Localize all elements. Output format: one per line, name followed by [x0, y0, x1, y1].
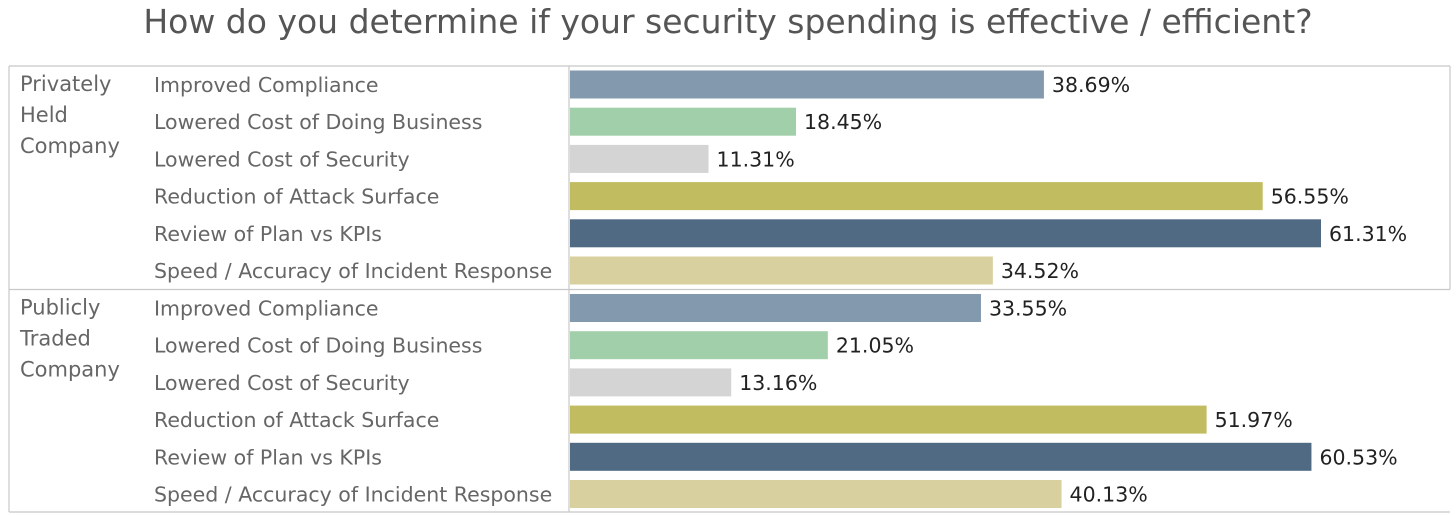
group-label: Company [20, 134, 120, 158]
bar-lowered-cost-of-doing-business [570, 107, 796, 136]
value-label: 34.52% [1001, 259, 1079, 283]
value-label: 61.31% [1329, 222, 1407, 246]
category-label-reduction-of-attack-surface: Reduction of Attack Surface [154, 408, 439, 432]
value-label: 51.97% [1215, 408, 1293, 432]
bar-speed-accuracy-of-incident-response [570, 480, 1062, 508]
value-label: 60.53% [1319, 445, 1397, 469]
group-label: Held [20, 103, 68, 127]
bar-review-of-plan-vs-kpis [570, 442, 1312, 471]
bar-reduction-of-attack-surface [570, 182, 1263, 211]
bar-lowered-cost-of-doing-business [570, 331, 828, 360]
value-label: 21.05% [836, 334, 914, 358]
value-label: 33.55% [989, 297, 1067, 321]
bar-reduction-of-attack-surface [570, 405, 1207, 434]
value-label: 38.69% [1052, 73, 1130, 97]
bar-lowered-cost-of-security [570, 368, 732, 397]
bar-speed-accuracy-of-incident-response [570, 256, 993, 285]
category-label-reduction-of-attack-surface: Reduction of Attack Surface [154, 185, 439, 209]
category-label-lowered-cost-of-security: Lowered Cost of Security [154, 147, 410, 171]
category-label-improved-compliance: Improved Compliance [154, 297, 379, 321]
bar-improved-compliance [570, 294, 981, 322]
group-label: Traded [19, 327, 91, 351]
category-label-lowered-cost-of-security: Lowered Cost of Security [154, 371, 410, 395]
category-label-lowered-cost-of-doing-business: Lowered Cost of Doing Business [154, 334, 482, 358]
category-label-speed-accuracy-of-incident-response: Speed / Accuracy of Incident Response [154, 483, 552, 507]
value-label: 40.13% [1070, 483, 1148, 507]
value-label: 18.45% [804, 110, 882, 134]
category-label-lowered-cost-of-doing-business: Lowered Cost of Doing Business [154, 110, 482, 134]
value-label: 11.31% [717, 147, 795, 171]
group-label: Publicly [20, 296, 100, 320]
bar-lowered-cost-of-security [570, 144, 709, 173]
chart-title: How do you determine if your security sp… [143, 2, 1313, 41]
value-label: 56.55% [1271, 185, 1349, 209]
bar-review-of-plan-vs-kpis [570, 219, 1321, 248]
bar-improved-compliance [570, 70, 1044, 99]
value-label: 13.16% [739, 371, 817, 395]
category-label-speed-accuracy-of-incident-response: Speed / Accuracy of Incident Response [154, 259, 552, 283]
category-label-review-of-plan-vs-kpis: Review of Plan vs KPIs [154, 222, 382, 246]
group-label: Company [20, 358, 120, 382]
category-label-improved-compliance: Improved Compliance [154, 73, 379, 97]
category-label-review-of-plan-vs-kpis: Review of Plan vs KPIs [154, 445, 382, 469]
group-label: Privately [20, 72, 111, 96]
